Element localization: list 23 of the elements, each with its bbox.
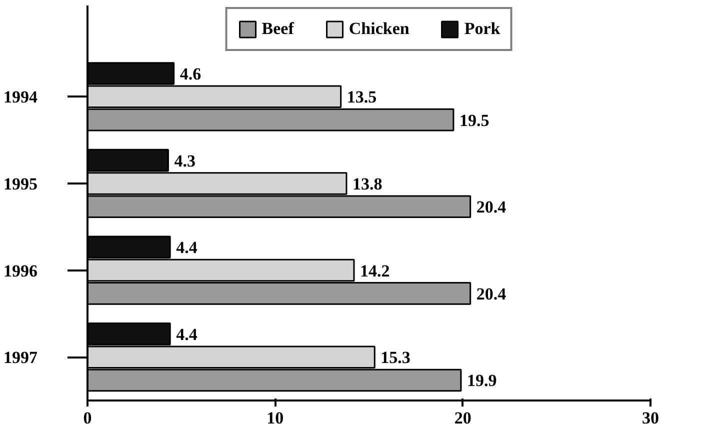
- x-tick-label: 20: [454, 408, 472, 428]
- y-tick-label: 1995: [4, 174, 38, 194]
- data-label: 14.2: [360, 261, 390, 280]
- data-label: 20.4: [476, 198, 507, 217]
- legend-label: Beef: [262, 19, 294, 39]
- data-label: 4.3: [174, 151, 196, 170]
- x-tick-label: 0: [83, 408, 92, 428]
- y-tick-label: 1996: [4, 261, 38, 280]
- data-label: 19.9: [466, 371, 497, 390]
- y-tick-label: 1994: [4, 88, 38, 107]
- legend-label: Chicken: [348, 19, 410, 39]
- data-label: 20.4: [476, 284, 507, 304]
- y-tick-label: 1997: [4, 348, 38, 368]
- data-label: 15.3: [380, 348, 410, 368]
- data-label: 4.4: [176, 238, 198, 258]
- data-label: 4.6: [180, 64, 202, 84]
- x-tick-label: 30: [642, 408, 659, 428]
- legend-label: Pork: [464, 19, 500, 39]
- x-tick-label: 10: [266, 408, 284, 428]
- data-label: 13.5: [346, 88, 377, 107]
- data-label: 13.8: [352, 174, 382, 194]
- data-label: 4.4: [176, 324, 198, 344]
- data-label: 19.5: [459, 110, 490, 130]
